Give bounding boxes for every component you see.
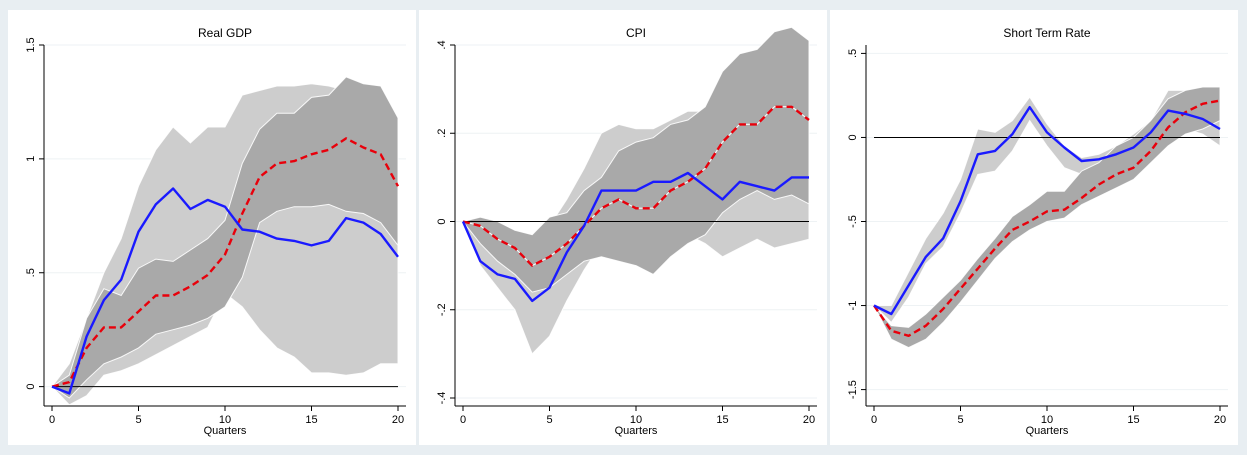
x-tick-label: 20 — [1214, 414, 1226, 426]
chart-panel-real-gdp: 0 .5 1 1.5 0 5 10 15 20 Real GDP Quarters — [8, 10, 416, 445]
x-tick-label: 5 — [546, 414, 552, 426]
series-line-solid — [461, 171, 809, 303]
y-tick-label: 0 — [25, 384, 37, 390]
confidence-band — [873, 86, 1221, 349]
x-tick-label: 20 — [392, 414, 404, 426]
confidence-band — [51, 76, 399, 399]
x-axis-label: Quarters — [615, 425, 658, 437]
y-tick-label: -1 — [847, 301, 859, 311]
y-tick-label: -.2 — [436, 303, 448, 316]
x-tick-label: 5 — [957, 414, 963, 426]
x-tick-label: 10 — [1041, 414, 1053, 426]
series-line-solid — [873, 105, 1221, 316]
chart-title: Short Term Rate — [1003, 26, 1090, 40]
chart-title: Real GDP — [198, 26, 252, 40]
chart-short-term-rate: -1.5 -1 -.5 0 .5 0 5 10 15 20 Short Term Rate Quart… — [830, 10, 1238, 445]
series-line-dashed — [873, 99, 1221, 337]
x-axis-label: Quarters — [204, 425, 247, 437]
series-line-dashed — [51, 137, 400, 388]
y-tick-label: .4 — [436, 40, 448, 49]
chart-cpi: -.4 -.2 0 .2 .4 0 5 10 15 20 CPI Quarters — [419, 10, 827, 445]
x-axis-label: Quarters — [1026, 425, 1069, 437]
x-tick-label: 15 — [716, 414, 728, 426]
y-tick-label: .5 — [847, 49, 859, 58]
series-line-dashed — [462, 105, 810, 267]
chart-title: CPI — [626, 26, 646, 40]
x-tick-label: 20 — [803, 414, 815, 426]
x-tick-label: 0 — [460, 414, 466, 426]
chart-panel-cpi: -.4 -.2 0 .2 .4 0 5 10 15 20 CPI Quarters — [419, 10, 827, 445]
x-tick-label: 0 — [49, 414, 55, 426]
x-tick-label: 5 — [135, 414, 141, 426]
y-tick-label: -1.5 — [847, 380, 859, 399]
series-line-solid — [51, 187, 399, 395]
x-tick-label: 15 — [305, 414, 317, 426]
y-tick-label: -.4 — [436, 392, 448, 405]
chart-real-gdp: 0 .5 1 1.5 0 5 10 15 20 Real GDP Quarters — [8, 10, 416, 445]
y-tick-label: -.5 — [847, 215, 859, 228]
x-tick-label: 10 — [630, 414, 642, 426]
x-tick-label: 15 — [1127, 414, 1139, 426]
x-tick-label: 0 — [871, 414, 877, 426]
chart-panel-short-term-rate: -1.5 -1 -.5 0 .5 0 5 10 15 20 Short Term Rate Quart… — [830, 10, 1238, 445]
y-tick-label: 0 — [847, 134, 859, 140]
y-tick-label: .5 — [25, 268, 37, 277]
y-tick-label: .2 — [436, 129, 448, 138]
y-tick-label: 1.5 — [25, 37, 37, 52]
y-tick-label: 0 — [436, 218, 448, 224]
x-tick-label: 10 — [219, 414, 231, 426]
y-tick-label: 1 — [25, 156, 37, 162]
